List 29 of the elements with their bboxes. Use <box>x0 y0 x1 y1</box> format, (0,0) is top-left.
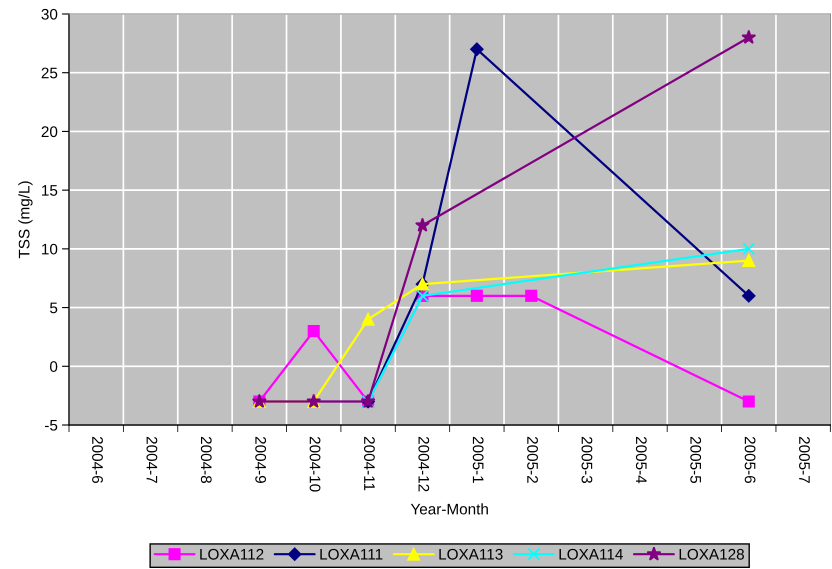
x-tick-label: 2004-7 <box>146 436 158 483</box>
y-tick-label: 25 <box>42 68 58 78</box>
x-axis-title: Year-Month <box>410 503 488 515</box>
legend-label: LOXA111 <box>320 548 382 560</box>
x-tick-label: 2005-7 <box>799 436 810 483</box>
y-tick-label: 0 <box>50 361 58 372</box>
x-tick-label: 2005-2 <box>527 436 538 483</box>
x-tick-label: 2004-8 <box>200 436 212 484</box>
x-tick-label: 2005-3 <box>582 436 592 484</box>
x-tick-label: 2004-11 <box>364 436 375 490</box>
legend-label: LOXA114 <box>560 548 623 560</box>
y-tick-label: 30 <box>41 8 58 20</box>
x-tick-label: 2005-6 <box>744 436 756 484</box>
legend-label: LOXA128 <box>680 548 744 560</box>
y-tick-label: 15 <box>42 185 58 196</box>
x-tick-label: 2005-5 <box>690 436 702 484</box>
x-tick-label: 2004-12 <box>418 436 430 492</box>
y-tick-label: 5 <box>50 302 58 314</box>
y-tick-label: 20 <box>42 126 58 138</box>
x-tick-label: 2004-9 <box>255 436 266 483</box>
legend-label: LOXA113 <box>439 548 503 560</box>
y-axis-title: TSS (mg/L) <box>18 181 33 258</box>
x-tick-label: 2005-4 <box>636 436 647 484</box>
x-tick-label: 2004-10 <box>310 436 320 492</box>
x-tick-label: 2004-6 <box>92 436 103 484</box>
y-tick-label: -5 <box>44 420 58 431</box>
y-tick-label: 10 <box>42 244 58 255</box>
x-tick-label: 2005-1 <box>472 436 484 483</box>
legend-label: LOXA112 <box>200 548 264 560</box>
